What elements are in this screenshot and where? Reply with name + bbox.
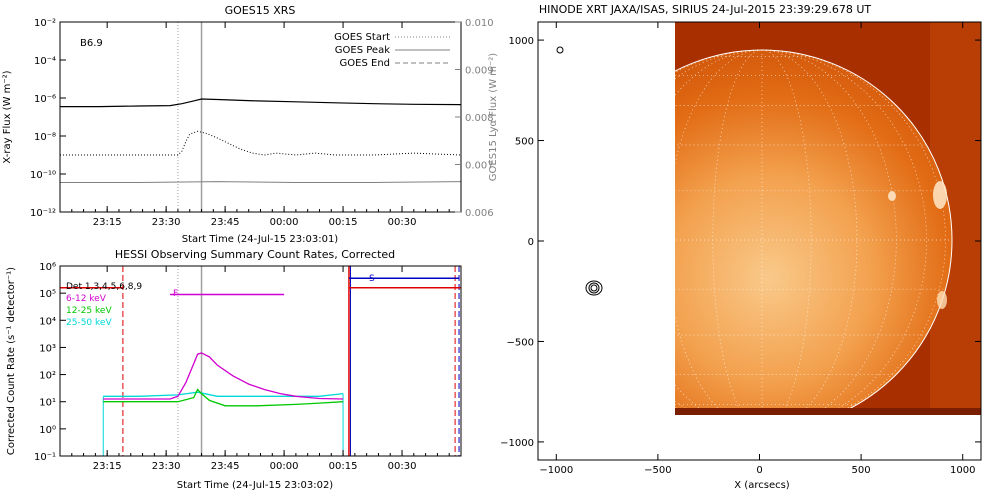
- hessi-series-6-12-keV: [103, 352, 344, 400]
- goes-plot-area: [60, 22, 461, 212]
- goes-ytick-label: 10⁻¹⁰: [30, 170, 56, 181]
- xrt-ytick-label: 1000: [509, 36, 534, 47]
- hessi-ytick-label: 10⁰: [39, 425, 56, 436]
- goes-ylabel-right: GOES15 Lyα Flux (W m⁻²): [488, 53, 499, 181]
- goes-xtick-label: 00:15: [329, 217, 358, 228]
- hessi-xlabel: Start Time (24-Jul-15 23:03:02): [177, 480, 334, 491]
- goes-y2tick-label: 0.007: [465, 161, 494, 172]
- hessi-xtick-label: 00:30: [388, 461, 417, 472]
- goes-ytick-label: 10⁻⁴: [34, 56, 56, 67]
- goes-series-short: [60, 130, 461, 156]
- goes-series-lya: [60, 181, 461, 183]
- legend-12-25: 12-25 keV: [66, 306, 112, 316]
- hessi-xtick-label: 23:45: [211, 461, 240, 472]
- sun-disk: [675, 50, 952, 415]
- hessi-ytick-label: 10¹: [39, 398, 56, 409]
- goes-class-label: B6.9: [80, 38, 103, 49]
- xrt-ytick-label: −500: [507, 337, 534, 348]
- goes-y2tick-label: 0.008: [465, 113, 494, 124]
- legend-det: Det 1,3,4,5,6,8,9: [66, 282, 142, 292]
- goes-series-long: [60, 98, 461, 108]
- xrt-axes: −1000 −500 0 500 1000 −1000 −500 0 500 1000: [500, 22, 981, 476]
- xrt-image: [675, 22, 981, 415]
- goes-xtick-label: 00:00: [270, 217, 299, 228]
- goes-y2tick-label: 0.010: [465, 18, 494, 29]
- longitude-line: [761, 49, 897, 415]
- hessi-series-12-25-keV: [103, 388, 344, 407]
- goes-xtick-label: 23:45: [211, 217, 240, 228]
- xrt-ytick-label: 500: [515, 137, 534, 148]
- goes-ylabel: X-ray Flux (W m⁻²): [2, 70, 13, 163]
- hessi-ytick-label: 10⁶: [39, 262, 56, 273]
- goes-title: GOES15 XRS: [225, 4, 296, 17]
- hessi-axes: 23:15 23:30 23:45 00:00 00:15 00:30 10⁻¹ 10⁰ 10¹…: [34, 262, 462, 472]
- goes-ytick-label: 10⁻⁸: [34, 132, 56, 143]
- contour-2: [588, 282, 600, 294]
- solar-limb: [675, 49, 953, 415]
- goes-y2tick-label: 0.009: [465, 66, 494, 77]
- goes-ytick-label: 10⁻¹²: [30, 208, 56, 219]
- contour-3: [590, 284, 598, 292]
- xrt-xtick-label: 1000: [950, 465, 975, 476]
- hessi-xtick-label: 00:00: [270, 461, 299, 472]
- goes-y2tick-label: 0.006: [465, 208, 494, 219]
- goes-legend: GOES Start GOES Peak GOES End: [334, 32, 450, 69]
- hessi-ylabel: Corrected Count Rate (s⁻¹ detector⁻¹): [6, 267, 17, 455]
- xrt-bottom-edge: [675, 408, 981, 415]
- longitude-line: [761, 49, 946, 415]
- active-region-limb-upper: [933, 181, 947, 209]
- hessi-ytick-label: 10⁴: [39, 316, 56, 327]
- goes-xtick-label: 23:15: [93, 217, 122, 228]
- rhessi-contours: [585, 280, 603, 296]
- xrt-panel: HINODE XRT JAXA/ISAS, SIRIUS 24-Jul-2015…: [500, 3, 982, 491]
- xrt-xtick-label: 0: [756, 465, 762, 476]
- goes-axes: 23:15 23:30 23:45 00:00 00:15 00:30 10⁻¹² 10⁻¹⁰…: [30, 18, 494, 228]
- hessi-flag-f: F: [173, 289, 178, 299]
- hessi-xtick-label: 23:30: [152, 461, 181, 472]
- legend-goes-start: GOES Start: [334, 32, 390, 43]
- longitude-line: [675, 49, 763, 415]
- goes-ytick-label: 10⁻²: [34, 18, 56, 29]
- goes-ytick-label: 10⁻⁶: [34, 94, 56, 105]
- hessi-flag-s: S: [369, 274, 375, 284]
- legend-goes-peak: GOES Peak: [335, 45, 390, 56]
- marker-circle: [556, 46, 564, 54]
- longitude-line: [761, 49, 812, 415]
- legend-6-12: 6-12 keV: [66, 294, 107, 304]
- hessi-legend: Det 1,3,4,5,6,8,9 6-12 keV 12-25 keV 25-…: [66, 282, 142, 328]
- hessi-ytick-label: 10²: [39, 371, 56, 382]
- bright-point: [888, 191, 896, 201]
- legend-25-50: 25-50 keV: [66, 318, 112, 328]
- hessi-series-25-50-keV: [103, 391, 344, 397]
- goes-xtick-label: 23:30: [152, 217, 181, 228]
- hessi-title: HESSI Observing Summary Count Rates, Cor…: [115, 248, 395, 261]
- xrt-xtick-label: −500: [644, 465, 671, 476]
- xrt-ytick-label: −1000: [500, 438, 534, 449]
- contour-1: [585, 280, 603, 296]
- xrt-xtick-label: −1000: [539, 465, 573, 476]
- xrt-xtick-label: 500: [852, 465, 871, 476]
- hessi-plot-area: [60, 266, 461, 456]
- hessi-panel: HESSI Observing Summary Count Rates, Cor…: [6, 248, 462, 491]
- active-region-limb-lower: [937, 291, 947, 309]
- xrt-title: HINODE XRT JAXA/ISAS, SIRIUS 24-Jul-2015…: [539, 3, 872, 16]
- hessi-xtick-label: 00:15: [329, 461, 358, 472]
- legend-goes-end: GOES End: [340, 58, 390, 69]
- xrt-ytick-label: 0: [528, 237, 534, 248]
- goes-xlabel: Start Time (24-Jul-15 23:03:01): [182, 234, 339, 245]
- hessi-ytick-label: 10⁻¹: [34, 452, 56, 463]
- goes-xtick-label: 00:30: [388, 217, 417, 228]
- hessi-ytick-label: 10³: [39, 343, 56, 354]
- longitude-line: [712, 49, 763, 415]
- hessi-xtick-label: 23:15: [93, 461, 122, 472]
- xrt-xlabel: X (arcsecs): [734, 480, 790, 491]
- hessi-ytick-label: 10⁵: [39, 289, 56, 300]
- goes-panel: GOES15 XRS 23:15 23:30 23:45 00:00 00:15 00:3…: [2, 4, 499, 245]
